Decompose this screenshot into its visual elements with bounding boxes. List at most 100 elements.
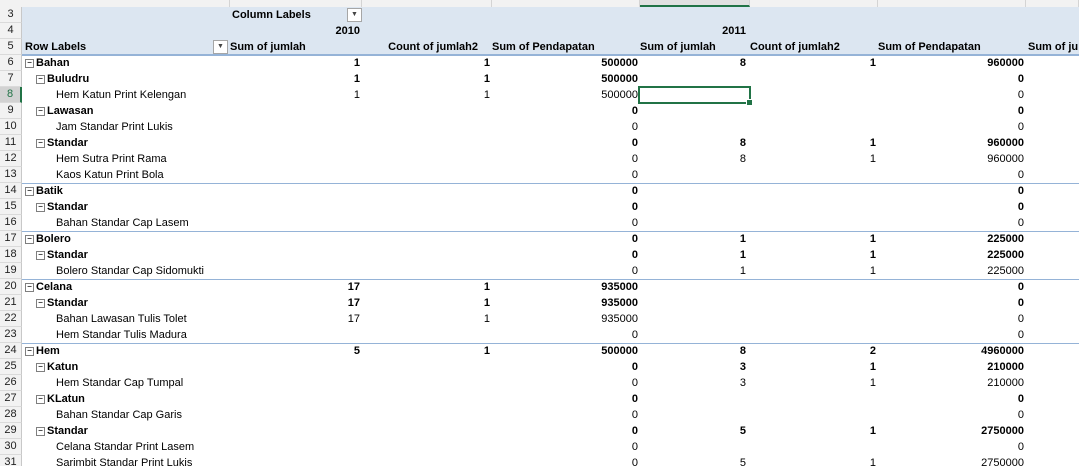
minus-box-icon[interactable]: − xyxy=(25,187,34,196)
row-number[interactable]: 10 xyxy=(0,119,22,135)
value-cell[interactable] xyxy=(230,119,360,135)
row-label[interactable]: − Bolero xyxy=(25,231,71,247)
value-cell[interactable] xyxy=(640,391,746,407)
value-cell[interactable]: 3 xyxy=(739,377,746,389)
minus-box-icon[interactable]: − xyxy=(36,363,45,372)
row-label[interactable]: − Batik xyxy=(25,183,63,199)
row-number[interactable]: 13 xyxy=(0,167,22,183)
value-cell[interactable]: 500000 xyxy=(601,89,638,101)
value-cell[interactable]: 0 xyxy=(631,169,638,181)
row-label[interactable]: − Buludru xyxy=(36,71,89,87)
value-cell[interactable] xyxy=(230,439,360,455)
value-cell[interactable]: 1 xyxy=(353,89,360,101)
minus-box-icon[interactable]: − xyxy=(36,203,45,212)
fill-handle[interactable] xyxy=(746,99,753,106)
minus-box-icon[interactable]: − xyxy=(36,107,45,116)
value-cell[interactable]: 500000 xyxy=(601,57,638,69)
value-cell[interactable] xyxy=(362,119,490,135)
row-number[interactable]: 9 xyxy=(0,103,22,119)
value-cell[interactable] xyxy=(750,167,876,183)
value-cell[interactable]: 1 xyxy=(739,233,746,245)
value-cell[interactable]: 1 xyxy=(483,281,490,293)
row-number[interactable]: 26 xyxy=(0,375,22,391)
row-label[interactable]: Sarimbit Standar Print Lukis xyxy=(56,455,192,466)
value-cell[interactable]: 0 xyxy=(631,121,638,133)
value-cell[interactable] xyxy=(640,295,746,311)
row-number[interactable]: 7 xyxy=(0,71,22,87)
row-label[interactable]: − Standar xyxy=(36,135,88,151)
value-cell[interactable] xyxy=(750,183,876,199)
row-label[interactable]: − Celana xyxy=(25,279,72,295)
row-label[interactable]: Hem Standar Cap Tumpal xyxy=(56,375,183,391)
value-cell[interactable]: 0 xyxy=(631,153,638,165)
value-cell[interactable]: 1 xyxy=(869,425,876,437)
value-cell[interactable]: 0 xyxy=(631,105,638,117)
column-header[interactable] xyxy=(878,0,1026,7)
value-cell[interactable]: 0 xyxy=(1017,313,1024,325)
minus-box-icon[interactable]: − xyxy=(36,427,45,436)
row-number[interactable]: 17 xyxy=(0,231,22,247)
value-cell[interactable] xyxy=(640,215,746,231)
row-number[interactable]: 29 xyxy=(0,423,22,439)
value-cell[interactable]: 0 xyxy=(631,137,638,149)
value-cell[interactable]: 1 xyxy=(869,57,876,69)
value-cell[interactable]: 0 xyxy=(631,377,638,389)
value-cell[interactable] xyxy=(362,103,490,119)
value-cell[interactable] xyxy=(750,71,876,87)
value-cell[interactable]: 0 xyxy=(1017,89,1024,101)
value-cell[interactable] xyxy=(230,199,360,215)
value-cell[interactable] xyxy=(640,167,746,183)
value-cell[interactable] xyxy=(230,327,360,343)
column-header[interactable] xyxy=(362,0,492,7)
value-cell[interactable] xyxy=(362,199,490,215)
value-cell[interactable] xyxy=(362,423,490,439)
value-cell[interactable]: 2 xyxy=(869,345,876,357)
value-cell[interactable]: 0 xyxy=(631,409,638,421)
value-cell[interactable] xyxy=(750,119,876,135)
minus-box-icon[interactable]: − xyxy=(25,283,34,292)
value-cell[interactable]: 1 xyxy=(483,345,490,357)
value-cell[interactable]: 5 xyxy=(739,457,746,466)
value-cell[interactable]: 0 xyxy=(631,425,638,437)
value-cell[interactable] xyxy=(640,327,746,343)
value-cell[interactable]: 0 xyxy=(631,185,638,197)
value-cell[interactable] xyxy=(640,103,746,119)
value-cell[interactable]: 500000 xyxy=(601,345,638,357)
row-number[interactable]: 6 xyxy=(0,55,22,71)
value-cell[interactable] xyxy=(750,279,876,295)
value-cell[interactable] xyxy=(230,423,360,439)
value-cell[interactable]: 1 xyxy=(353,73,360,85)
value-cell[interactable]: 0 xyxy=(1017,329,1024,341)
value-cell[interactable] xyxy=(230,231,360,247)
row-number[interactable]: 30 xyxy=(0,439,22,455)
row-label[interactable]: − Hem xyxy=(25,343,60,359)
minus-box-icon[interactable]: − xyxy=(25,347,34,356)
value-cell[interactable] xyxy=(362,359,490,375)
row-label[interactable]: Bolero Standar Cap Sidomukti xyxy=(56,263,204,279)
value-cell[interactable]: 2750000 xyxy=(981,457,1024,466)
value-cell[interactable]: 0 xyxy=(631,361,638,373)
column-header[interactable] xyxy=(492,0,640,7)
value-cell[interactable] xyxy=(230,407,360,423)
row-number[interactable]: 24 xyxy=(0,343,22,359)
value-cell[interactable]: 0 xyxy=(1017,409,1024,421)
minus-box-icon[interactable]: − xyxy=(36,139,45,148)
value-cell[interactable] xyxy=(640,439,746,455)
row-label[interactable]: − Standar xyxy=(36,423,88,439)
value-cell[interactable]: 0 xyxy=(1017,169,1024,181)
row-number[interactable]: 3 xyxy=(0,7,22,23)
value-cell[interactable] xyxy=(362,327,490,343)
value-cell[interactable] xyxy=(362,183,490,199)
value-cell[interactable] xyxy=(750,391,876,407)
value-cell[interactable]: 1 xyxy=(483,57,490,69)
value-cell[interactable]: 0 xyxy=(631,457,638,466)
value-cell[interactable] xyxy=(362,455,490,466)
value-cell[interactable]: 1 xyxy=(869,137,876,149)
value-cell[interactable]: 210000 xyxy=(987,361,1024,373)
row-label[interactable]: − Standar xyxy=(36,199,88,215)
value-cell[interactable]: 1 xyxy=(869,233,876,245)
value-cell[interactable] xyxy=(230,375,360,391)
row-label[interactable]: Kaos Katun Print Bola xyxy=(56,167,164,183)
value-cell[interactable]: 8 xyxy=(739,345,746,357)
value-cell[interactable] xyxy=(362,135,490,151)
